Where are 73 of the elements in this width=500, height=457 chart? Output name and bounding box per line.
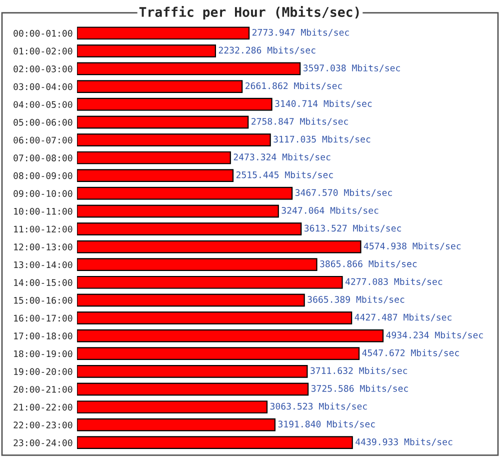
data-label: 2773.947 Mbits/sec: [252, 28, 349, 36]
data-label: 3117.035 Mbits/sec: [274, 136, 370, 144]
bar: [77, 418, 276, 432]
data-label: 3725.586 Mbits/sec: [311, 384, 408, 393]
data-label: 3191.840 Mbits/sec: [278, 420, 375, 428]
y-tick-label: 11:00-12:00: [14, 226, 72, 233]
bar: [77, 312, 352, 324]
chart-title: Traffic per Hour (Mbits/sec): [139, 6, 359, 20]
y-tick-label: 18:00-19:00: [14, 350, 72, 358]
bar: [77, 44, 216, 58]
data-label: 3711.632 Mbits/sec: [310, 367, 408, 375]
data-label: 3613.527 Mbits/sec: [304, 224, 401, 232]
y-tick-label: 23:00-24:00: [14, 439, 72, 446]
data-label: 3665.389 Mbits/sec: [308, 296, 404, 304]
data-label: 4574.938 Mbits/sec: [364, 242, 461, 250]
data-label: 4277.083 Mbits/sec: [345, 278, 442, 286]
data-label: 4439.933 Mbits/sec: [356, 438, 452, 446]
bar: [77, 400, 268, 414]
bar: [77, 26, 250, 40]
data-label: 4547.672 Mbits/sec: [362, 349, 459, 357]
bar: [77, 98, 272, 111]
bar: [77, 382, 309, 396]
bar: [77, 62, 301, 76]
bar: [77, 276, 343, 289]
data-label: 3865.866 Mbits/sec: [320, 260, 417, 268]
data-label: 3063.523 Mbits/sec: [270, 402, 367, 410]
bar: [77, 116, 249, 129]
y-tick-label: 07:00-08:00: [14, 154, 72, 162]
y-tick-label: 12:00-13:00: [14, 244, 72, 250]
bar: [77, 258, 318, 272]
y-tick-label: 17:00-18:00: [14, 332, 72, 340]
data-label: 4934.234 Mbits/sec: [386, 331, 483, 340]
bar: [77, 294, 305, 307]
bar: [77, 240, 362, 254]
data-label: 3140.714 Mbits/sec: [275, 100, 372, 108]
y-tick-label: 14:00-15:00: [14, 279, 72, 286]
data-label: 2232.286 Mbits/sec: [218, 46, 316, 54]
bar: [77, 151, 231, 164]
y-tick-label: 09:00-10:00: [14, 190, 72, 197]
bar: [77, 364, 308, 378]
data-label: 2473.324 Mbits/sec: [234, 153, 330, 162]
y-tick-label: 00:00-01:00: [14, 30, 72, 37]
data-label: 3247.064 Mbits/sec: [282, 206, 378, 215]
bar: [77, 329, 384, 342]
y-tick-label: 16:00-17:00: [14, 314, 72, 322]
y-tick-label: 01:00-02:00: [14, 48, 72, 55]
y-tick-label: 08:00-09:00: [14, 172, 72, 180]
y-tick-label: 04:00-05:00: [14, 101, 72, 108]
y-tick-label: 03:00-04:00: [14, 83, 72, 90]
y-tick-label: 06:00-07:00: [14, 136, 72, 144]
y-tick-label: 13:00-14:00: [14, 261, 72, 268]
data-label: 2515.445 Mbits/sec: [236, 171, 333, 179]
bar: [77, 347, 360, 360]
y-tick-label: 10:00-11:00: [14, 208, 72, 215]
bar: [77, 134, 271, 146]
y-tick-label: 05:00-06:00: [14, 118, 72, 126]
bar: [77, 436, 353, 450]
bar: [77, 80, 243, 93]
y-tick-label: 15:00-16:00: [14, 296, 72, 304]
data-label: 2661.862 Mbits/sec: [246, 82, 342, 90]
data-label: 4427.487 Mbits/sec: [354, 314, 452, 322]
data-label: 3597.038 Mbits/sec: [303, 64, 400, 72]
data-label: 3467.570 Mbits/sec: [295, 189, 392, 197]
y-tick-label: 20:00-21:00: [14, 386, 72, 393]
bar: [77, 186, 293, 200]
bar: [77, 204, 279, 218]
bar: [77, 169, 234, 182]
y-tick-label: 22:00-23:00: [14, 422, 72, 428]
data-label: 2758.847 Mbits/sec: [252, 118, 348, 126]
bar: [77, 222, 302, 236]
y-tick-label: 19:00-20:00: [14, 368, 72, 375]
y-tick-label: 02:00-03:00: [14, 65, 72, 72]
y-tick-label: 21:00-22:00: [14, 404, 72, 411]
